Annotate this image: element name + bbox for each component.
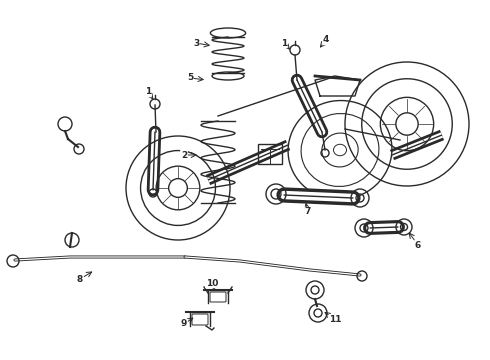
- Text: 4: 4: [323, 36, 329, 45]
- Text: 11: 11: [329, 315, 341, 324]
- Text: 5: 5: [187, 73, 193, 82]
- Text: 9: 9: [181, 320, 187, 328]
- Text: 2: 2: [181, 150, 187, 159]
- Text: 7: 7: [305, 207, 311, 216]
- Text: 3: 3: [193, 39, 199, 48]
- Text: 8: 8: [77, 274, 83, 284]
- Text: 6: 6: [415, 240, 421, 249]
- Text: 10: 10: [206, 279, 218, 288]
- Text: 1: 1: [145, 87, 151, 96]
- Text: 1: 1: [281, 39, 287, 48]
